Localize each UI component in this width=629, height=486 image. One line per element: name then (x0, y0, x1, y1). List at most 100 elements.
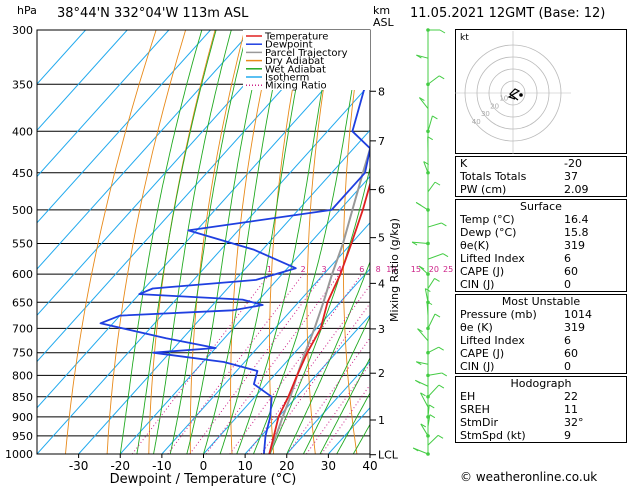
wind-level-dot (426, 373, 430, 378)
km-tick-label: 5 (378, 232, 385, 245)
wind-barbs (411, 28, 449, 456)
km-tick-label: 8 (378, 85, 385, 98)
wet-adiabat-line (236, 30, 334, 454)
wind-barb (427, 404, 430, 417)
wind-barb-flag (437, 434, 444, 439)
index-row: θe(K) 319 (456, 239, 626, 252)
wind-barb-flag (418, 265, 425, 270)
index-name: Lifted Index (460, 252, 525, 265)
wind-barb-flag (441, 222, 447, 227)
km-tick-label: 3 (378, 323, 385, 336)
index-name: θe (K) (460, 321, 493, 334)
isotherm-line (244, 314, 370, 454)
dry-adiabat-line (269, 30, 305, 454)
dry-adiabat-line (230, 30, 275, 454)
index-name: CIN (J) (460, 278, 495, 291)
wind-barb (424, 288, 429, 303)
index-row: Lifted Index 6 (456, 334, 626, 347)
footer-credit[interactable]: © weatheronline.co.uk (460, 470, 598, 484)
hodograph-table-title: Hodograph (510, 377, 572, 390)
wind-level-dot (426, 272, 430, 276)
wind-barb (420, 423, 429, 437)
index-value: 2.09 (564, 183, 589, 196)
wind-barb (418, 97, 429, 109)
km-tick-label: LCL (378, 449, 399, 462)
wind-barb-flag (441, 372, 448, 377)
index-row: CIN (J) 0 (456, 278, 626, 291)
wind-barb (427, 414, 431, 427)
pressure-tick-label: 850 (12, 391, 33, 404)
isotherm-line (37, 30, 128, 131)
hodograph-table-box: Hodograph EH 22 SREH 11 StmDir 32° StmSpd (kt)… (455, 376, 627, 443)
hodograph-ring-label: 10 (499, 95, 508, 103)
index-value: 11 (564, 403, 578, 416)
index-value: 0 (564, 278, 571, 291)
wind-barb-flag (419, 97, 425, 101)
dry-adiabat-line (148, 30, 216, 454)
wind-barb (416, 54, 429, 59)
index-row: Totals Totals 37 (456, 170, 627, 183)
index-name: CAPE (J) (460, 347, 505, 360)
index-value: 9 (564, 429, 571, 442)
wind-level-dot (426, 452, 430, 456)
wind-barb-flag (438, 75, 445, 80)
wind-barb (412, 241, 429, 244)
surface-box: Surface Temp (°C) 16.4 Dewp (°C) 15.8 θe(K) 3… (455, 199, 627, 292)
index-row: PW (cm) 2.09 (456, 183, 627, 197)
index-value: 6 (564, 252, 571, 265)
pressure-tick-label: 350 (12, 78, 33, 91)
wet-adiabat-line (203, 30, 286, 454)
most-unstable-title: Most Unstable (501, 295, 581, 308)
mixing-ratio-label: 1 (267, 265, 272, 274)
pressure-tick-label: 700 (12, 322, 33, 335)
wind-barb-flag (417, 328, 423, 333)
pressure-tick-label: 500 (12, 204, 33, 217)
index-name: StmSpd (kt) (460, 429, 526, 442)
wind-barb (427, 222, 442, 228)
x-tick-label: 40 (362, 459, 377, 473)
mixing-ratio-axis-label: Mixing Ratio (g/kg) (388, 218, 401, 322)
km-label: km (373, 4, 391, 17)
index-value: 15.8 (564, 226, 589, 239)
isotherm-line (37, 30, 295, 316)
legend-label: Parcel Trajectory (265, 48, 348, 59)
wind-barb (427, 372, 442, 376)
wind-barb-flag (423, 161, 429, 166)
index-value: -20 (564, 157, 582, 170)
isotherm-line (37, 30, 253, 270)
pressure-tick-label: 550 (12, 237, 33, 250)
wind-barb (427, 384, 440, 398)
index-value: 319 (564, 239, 585, 252)
wind-barb-flag (426, 301, 433, 306)
pressure-tick-label: 450 (12, 167, 33, 180)
legend-label: Wet Adiabat (265, 64, 326, 75)
mixing-ratio-label: 3 (321, 265, 326, 274)
wind-barb (426, 301, 429, 316)
indices-panel: K -20 Totals Totals 37 PW (cm) 2.09 Surface T… (455, 156, 627, 443)
index-value: 60 (564, 347, 578, 360)
dewpoint-curve (99, 58, 370, 454)
km-tick-label: 7 (378, 135, 385, 148)
wind-barb-flag (420, 423, 427, 428)
wet-adiabat-line (302, 315, 370, 454)
wind-barb-flag (429, 414, 436, 419)
x-tick-label: -20 (110, 459, 130, 473)
index-value: 16.4 (564, 213, 589, 226)
x-tick-label: 30 (321, 459, 336, 473)
x-tick-label: -10 (152, 459, 172, 473)
index-value: 37 (564, 170, 578, 183)
hodograph-kt-label: kt (460, 33, 469, 43)
wind-barb (427, 75, 440, 85)
wind-barb-flag (411, 241, 418, 246)
index-value: 0 (564, 360, 571, 373)
mixing-ratio-line (286, 337, 370, 454)
mixing-ratio-line (246, 284, 370, 454)
index-name: Totals Totals (460, 170, 527, 183)
wind-barb (427, 278, 435, 289)
index-row: StmSpd (kt) 9 (456, 429, 626, 442)
index-row: Pressure (mb) 1014 (456, 308, 626, 321)
x-tick-label: -30 (69, 459, 89, 473)
